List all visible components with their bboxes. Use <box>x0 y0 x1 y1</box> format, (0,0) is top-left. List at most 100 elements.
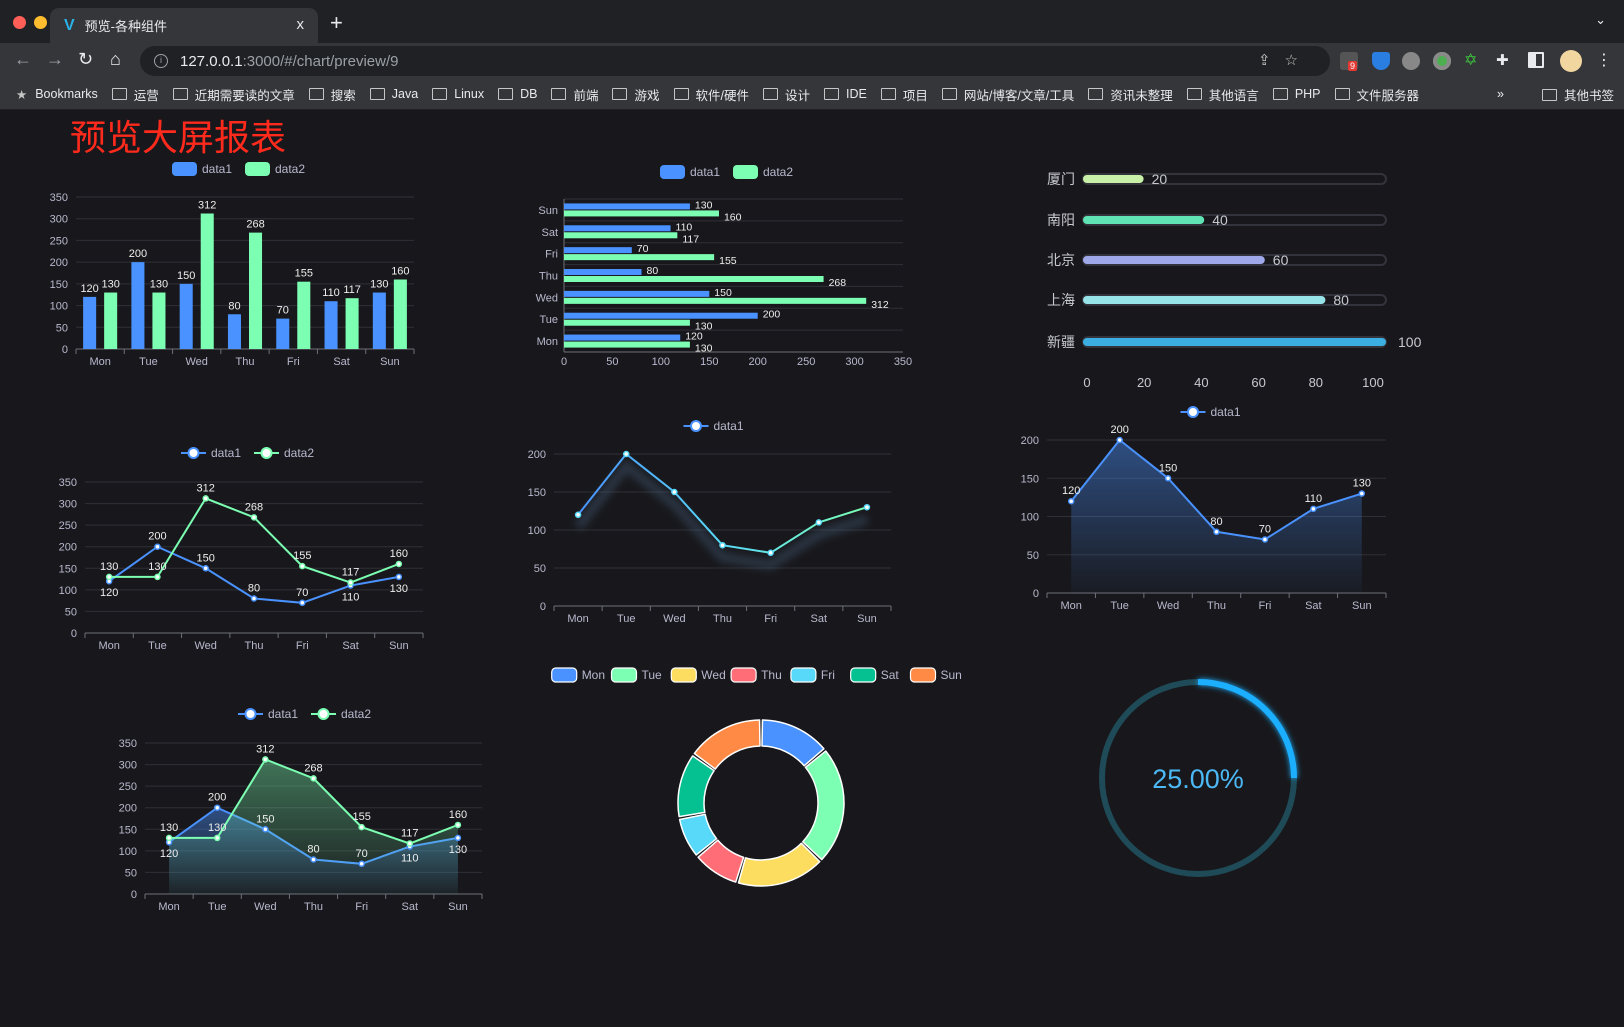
bookmark-folder[interactable]: 设计 <box>762 85 810 104</box>
bookmark-folder[interactable]: IDE <box>824 85 867 104</box>
point-value-label: 120 <box>1062 485 1080 497</box>
bookmark-folder[interactable]: 运营 <box>111 85 159 104</box>
legend-item[interactable]: Thu <box>730 667 782 683</box>
profile-avatar[interactable] <box>1560 50 1582 72</box>
bookmark-folder[interactable]: DB <box>498 85 537 104</box>
share-icon[interactable]: ⇪ <box>1257 52 1285 69</box>
bookmark-label: 运营 <box>133 88 159 103</box>
bookmark-label: PHP <box>1294 87 1321 101</box>
bookmark-star-icon[interactable]: ☆ <box>1284 52 1312 69</box>
status-extension-icon[interactable] <box>1433 52 1451 70</box>
bookmark-label: 资讯未整理 <box>1110 88 1173 103</box>
x-tick-label: Fri <box>1259 600 1272 612</box>
bookmark-folder[interactable]: 资讯未整理 <box>1088 85 1173 104</box>
bookmark-folder[interactable]: 近期需要读的文章 <box>172 85 295 104</box>
legend-item[interactable]: Sat <box>850 667 900 683</box>
chart-legend: data1 <box>1180 405 1241 419</box>
legend-swatch-icon <box>733 165 758 179</box>
close-window-button[interactable] <box>13 16 26 29</box>
legend-swatch-icon <box>850 667 877 683</box>
back-icon[interactable]: ← <box>14 49 32 69</box>
reload-icon[interactable]: ↻ <box>78 49 94 69</box>
point-value-label: 70 <box>1259 523 1271 535</box>
home-icon[interactable]: ⌂ <box>110 49 121 69</box>
address-bar[interactable]: i 127.0.0.1:3000/#/chart/preview/9 ⇪☆ <box>140 46 1330 76</box>
point-value-label: 150 <box>197 552 215 564</box>
legend-item[interactable]: data2 <box>254 446 314 460</box>
folder-icon <box>612 88 628 100</box>
bookmark-folder[interactable]: 其他语言 <box>1186 85 1259 104</box>
tab-close-icon[interactable]: x <box>296 16 305 33</box>
bookmark-folder[interactable]: PHP <box>1272 85 1321 104</box>
folder-icon <box>1541 88 1557 101</box>
bar-data1 <box>324 301 338 349</box>
y-tick-label: Fri <box>545 249 558 261</box>
bookmarks-overflow-button[interactable]: » <box>1497 87 1504 101</box>
data-point <box>767 549 774 557</box>
bookmarks-star[interactable]: ★ Bookmarks <box>16 87 98 102</box>
y-tick-label: 100 <box>59 585 77 597</box>
bookmark-folder[interactable]: Linux <box>432 85 484 104</box>
bookmark-folder[interactable]: 项目 <box>880 85 928 104</box>
y-tick-label: 150 <box>119 824 137 836</box>
y-tick-label: 50 <box>56 322 68 334</box>
star-extension-icon[interactable]: ✡ <box>1464 52 1478 69</box>
x-tick-label: Thu <box>236 356 255 368</box>
legend-item[interactable]: data1 <box>181 446 241 460</box>
progress-category-label: 上海 <box>1047 292 1075 308</box>
y-tick-label: 350 <box>50 192 68 204</box>
y-tick-label: 150 <box>59 563 77 575</box>
legend-item[interactable]: Fri <box>790 667 835 683</box>
browser-tab[interactable]: V 预览-各种组件 x <box>50 8 318 43</box>
legend-item[interactable]: data2 <box>733 165 793 179</box>
point-value-label: 120 <box>100 587 118 599</box>
legend-item[interactable]: data2 <box>245 162 305 176</box>
progress-value-label: 80 <box>1333 292 1349 308</box>
hbar-data1 <box>564 247 632 254</box>
bookmark-folder[interactable]: 游戏 <box>612 85 660 104</box>
bookmark-folder[interactable]: 前端 <box>551 85 598 104</box>
donut-slice-Sun <box>693 719 761 770</box>
legend-swatch-icon <box>610 667 638 683</box>
legend-item[interactable]: data1 <box>172 162 232 176</box>
bookmark-label: 文件服务器 <box>1356 88 1420 103</box>
legend-item[interactable]: data1 <box>683 419 744 433</box>
legend-item[interactable]: data1 <box>238 707 298 721</box>
data-point <box>1067 497 1075 505</box>
bar-value-label: 130 <box>370 279 388 291</box>
bookmark-folder[interactable]: Java <box>369 85 418 104</box>
progress-category-label: 北京 <box>1047 252 1075 268</box>
legend-item[interactable]: Tue <box>610 667 663 683</box>
y-tick-label: 200 <box>59 542 77 554</box>
bookmark-folder[interactable]: 文件服务器 <box>1334 85 1420 104</box>
extension-icon[interactable]: 9 <box>1340 52 1358 71</box>
y-tick-label: 250 <box>59 520 77 532</box>
forward-icon[interactable]: → <box>46 49 64 69</box>
bookmark-folder[interactable]: 软件/硬件 <box>673 85 749 104</box>
bookmark-folder[interactable]: 网站/博客/文章/工具 <box>941 85 1074 104</box>
x-tick-label: Tue <box>148 640 167 652</box>
point-value-label: 130 <box>449 844 467 856</box>
x-tick-label: Sun <box>380 356 400 368</box>
legend-item[interactable]: Wed <box>670 667 726 683</box>
page-title: 预览大屏报表 <box>70 118 287 159</box>
legend-item[interactable]: data2 <box>311 707 371 721</box>
site-info-icon[interactable]: i <box>154 54 168 68</box>
legend-item[interactable]: data1 <box>660 165 720 179</box>
extensions-puzzle-icon[interactable]: ✚ <box>1496 52 1509 69</box>
other-bookmarks[interactable]: 其他书签 <box>1541 85 1614 104</box>
minimize-window-button[interactable] <box>34 16 47 29</box>
tab-search-chevron-icon[interactable]: ⌄ <box>1595 12 1606 27</box>
legend-item[interactable]: Sun <box>909 667 962 683</box>
side-panel-icon[interactable] <box>1528 52 1544 68</box>
legend-item[interactable]: data1 <box>1180 405 1241 419</box>
gem-extension-icon[interactable] <box>1372 52 1390 70</box>
point-value-label: 80 <box>248 582 260 594</box>
command-extension-icon[interactable] <box>1402 52 1420 70</box>
new-tab-button[interactable]: + <box>330 10 343 35</box>
x-tick-label: 0 <box>561 356 567 368</box>
menu-kebab-icon[interactable]: ⋮ <box>1596 52 1612 69</box>
folder-icon <box>172 88 188 100</box>
bookmark-folder[interactable]: 搜索 <box>308 85 356 104</box>
legend-item[interactable]: Mon <box>551 667 605 683</box>
